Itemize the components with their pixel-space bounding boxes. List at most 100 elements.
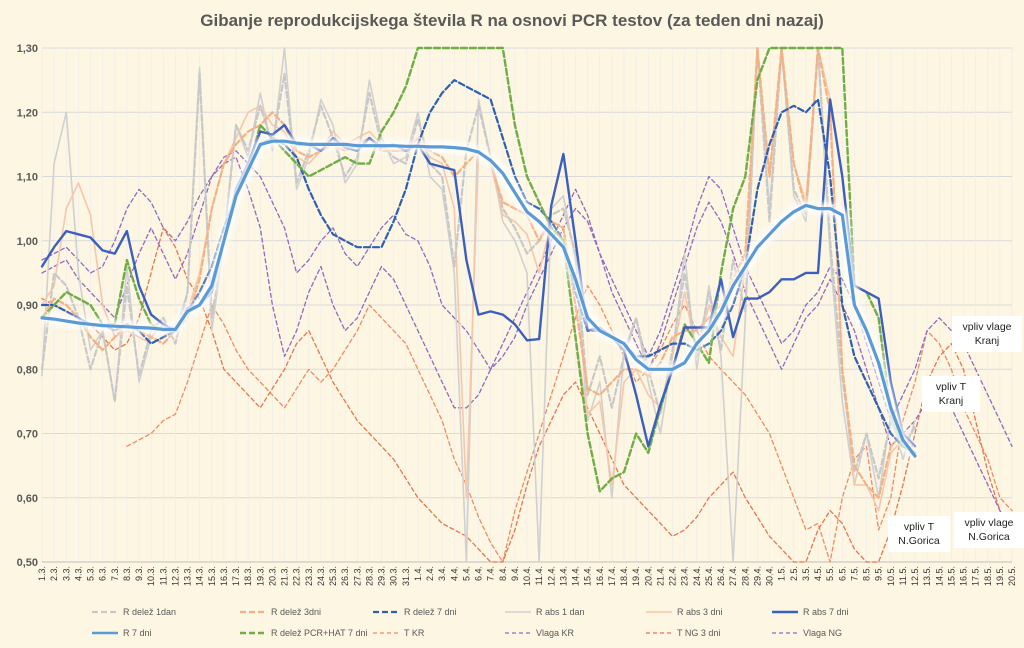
x-tick-label: 14.3. xyxy=(195,566,205,586)
annotation-box xyxy=(954,512,1024,548)
x-tick-label: 1.4. xyxy=(413,566,423,581)
legend-item-r-abs-1-dan: R abs 1 dan xyxy=(505,607,585,617)
x-tick-label: 6.4. xyxy=(474,566,484,581)
x-tick-label: 13.5. xyxy=(922,566,932,586)
legend-label: R abs 1 dan xyxy=(536,607,585,617)
x-tick-label: 5.5. xyxy=(825,566,835,581)
x-tick-label: 19.4. xyxy=(631,566,641,586)
x-tick-label: 19.5. xyxy=(995,566,1005,586)
legend-item-vlaga-ng: Vlaga NG xyxy=(772,628,842,638)
x-tick-label: 2.5. xyxy=(789,566,799,581)
legend-label: R abs 7 dni xyxy=(803,607,849,617)
x-tick-label: 15.5. xyxy=(946,566,956,586)
series-line-vlaga-ng xyxy=(41,156,1013,531)
legend-label: R delež PCR+HAT 7 dni xyxy=(271,628,367,638)
x-tick-label: 16.3. xyxy=(219,566,229,586)
x-tick-label: 24.3. xyxy=(316,566,326,586)
x-tick-label: 17.4. xyxy=(607,566,617,586)
x-tick-label: 3.4. xyxy=(437,566,447,581)
y-tick-label: 0,50 xyxy=(17,557,38,569)
x-tick-label: 28.3. xyxy=(364,566,374,586)
legend: R delež 1dan R delež 3dni R delež 7 dni R a… xyxy=(92,607,849,638)
x-tick-label: 4.4. xyxy=(449,566,459,581)
y-tick-label: 1,20 xyxy=(17,107,38,119)
x-tick-label: 29.3. xyxy=(377,566,387,586)
legend-label: T NG 3 dni xyxy=(677,628,720,638)
annotation-text: vpliv vlage xyxy=(964,517,1013,529)
x-tick-label: 14.5. xyxy=(934,566,944,586)
x-tick-label: 23.3. xyxy=(304,566,314,586)
x-tick-label: 14.4. xyxy=(571,566,581,586)
x-tick-label: 8.3. xyxy=(122,566,132,581)
x-tick-label: 20.5. xyxy=(1007,566,1017,586)
series-line-r-dele-1dan xyxy=(40,46,917,480)
x-tick-label: 6.5. xyxy=(837,566,847,581)
x-tick-label: 18.3. xyxy=(243,566,253,586)
x-tick-label: 28.4. xyxy=(740,566,750,586)
annotation-text: N.Gorica xyxy=(898,535,940,547)
x-tick-label: 11.4. xyxy=(534,566,544,585)
x-tick-label: 29.4. xyxy=(752,566,762,586)
x-tick-label: 19.3. xyxy=(255,566,265,586)
legend-item-r-abs-7-dni: R abs 7 dni xyxy=(772,607,849,617)
y-tick-label: 1,10 xyxy=(17,172,38,184)
annotation-t_kr: vpliv T Kranj xyxy=(922,376,980,412)
x-tick-label: 30.3. xyxy=(389,566,399,586)
legend-item-t-ng-3-dni: T NG 3 dni xyxy=(646,628,720,638)
annotations: vpliv vlage Kranj vpliv T Kranj vpliv T N.Gor… xyxy=(888,316,1024,552)
legend-label: R delež 7 dni xyxy=(404,607,457,617)
x-tick-label: 26.4. xyxy=(716,566,726,586)
legend-label: Vlaga KR xyxy=(536,628,575,638)
y-tick-label: 0,80 xyxy=(17,364,38,376)
x-tick-label: 24.4. xyxy=(692,566,702,586)
x-tick-label: 3.3. xyxy=(61,566,71,581)
gridlines xyxy=(41,47,1013,563)
x-tick-label: 25.3. xyxy=(328,566,338,586)
annotation-box xyxy=(922,376,980,412)
x-tick-label: 6.3. xyxy=(98,566,108,581)
x-tick-label: 8.4. xyxy=(498,566,508,581)
x-tick-label: 2.4. xyxy=(425,566,435,581)
x-tick-label: 11.3. xyxy=(158,566,168,585)
legend-label: R delež 3dni xyxy=(271,607,321,617)
x-tick-label: 2.3. xyxy=(49,566,59,581)
y-axis-ticks: 0,50 0,60 0,70 0,80 0,90 1,00 1,10 1,20 1,30 xyxy=(17,43,38,569)
x-tick-label: 10.4. xyxy=(522,566,532,586)
x-tick-label: 27.4. xyxy=(728,566,738,586)
x-axis-ticks: 1.3. 2.3. 3.3. 4.3. 5.3. 6.3. 7.3. 8.3. 9.3. 10.3… xyxy=(37,566,1017,586)
annotation-t_ng: vpliv T N.Gorica xyxy=(888,516,950,552)
x-tick-label: 10.5. xyxy=(886,566,896,586)
annotation-text: vpliv T xyxy=(904,521,935,533)
x-tick-label: 3.5. xyxy=(801,566,811,581)
y-tick-label: 1,30 xyxy=(17,43,38,55)
legend-item-r-dele-pcr-hat-7-dni: R delež PCR+HAT 7 dni xyxy=(240,628,367,638)
x-tick-label: 26.3. xyxy=(340,566,350,586)
series-line-t-ng-3-dni xyxy=(41,227,1013,563)
y-tick-label: 0,60 xyxy=(17,493,38,505)
legend-label: T KR xyxy=(404,628,425,638)
x-tick-label: 27.3. xyxy=(352,566,362,586)
legend-item-vlaga-kr: Vlaga KR xyxy=(505,628,575,638)
chart-title: Gibanje reprodukcijskega števila R na os… xyxy=(200,11,824,30)
annotation-text: vpliv T xyxy=(936,381,967,393)
annotation-text: Kranj xyxy=(939,395,964,407)
legend-item-r-7-dni: R 7 dni xyxy=(92,628,152,638)
annotation-text: N.Gorica xyxy=(968,531,1010,543)
x-tick-label: 21.4. xyxy=(655,566,665,586)
x-tick-label: 17.5. xyxy=(971,566,981,586)
x-tick-label: 1.5. xyxy=(777,566,787,581)
x-tick-label: 23.4. xyxy=(680,566,690,586)
x-tick-label: 12.3. xyxy=(170,566,180,586)
x-tick-label: 22.4. xyxy=(668,566,678,586)
x-tick-label: 20.3. xyxy=(267,566,277,586)
annotation-text: Kranj xyxy=(975,335,1000,347)
x-tick-label: 20.4. xyxy=(643,566,653,586)
x-tick-label: 9.3. xyxy=(134,566,144,581)
annotation-vlaga_kr: vpliv vlage Kranj xyxy=(952,316,1022,352)
x-tick-label: 7.4. xyxy=(486,566,496,581)
legend-item-r-dele-1dan: R delež 1dan xyxy=(92,607,176,617)
legend-item-r-abs-3-dni: R abs 3 dni xyxy=(646,607,723,617)
series-line-t-kr xyxy=(126,285,1013,563)
